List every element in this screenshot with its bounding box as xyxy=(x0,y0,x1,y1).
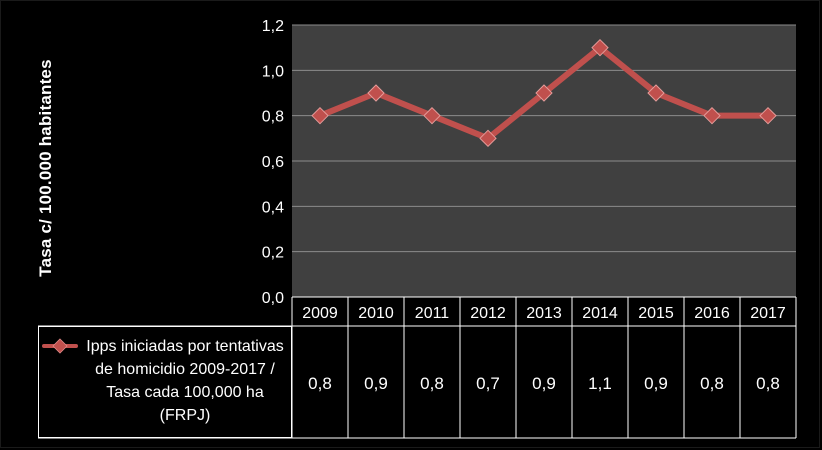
x-tick-label: 2015 xyxy=(638,305,674,322)
x-tick-label: 2011 xyxy=(415,305,450,322)
y-tick-label: 1,0 xyxy=(262,63,284,80)
data-point xyxy=(591,38,609,57)
data-point xyxy=(535,84,553,102)
y-tick-label: 0,0 xyxy=(262,290,284,307)
y-tick-label: 0,6 xyxy=(262,154,284,171)
legend-marker-icon xyxy=(42,338,78,354)
x-tick-label: 2017 xyxy=(750,305,786,322)
x-tick-label: 2012 xyxy=(470,305,506,322)
y-tick-label: 0,2 xyxy=(262,245,284,262)
data-table-value: 0,9 xyxy=(644,374,668,393)
data-table-value: 0,8 xyxy=(700,374,724,393)
y-tick-label: 0,8 xyxy=(262,109,284,126)
y-tick-label: 0,4 xyxy=(262,199,284,216)
data-table-value: 0,9 xyxy=(532,374,556,393)
data-point xyxy=(423,106,441,125)
data-table-values: 0,8 0,9 0,8 0,7 0,9 1,1 0,9 0,8 0,8 xyxy=(308,374,780,393)
x-tick-label: 2014 xyxy=(582,305,618,322)
x-ticks: 2009 2010 2011 2012 2013 2014 2015 2016 2017 xyxy=(302,305,786,322)
y-tick-label: 1,2 xyxy=(262,18,284,35)
data-point xyxy=(367,84,385,102)
data-table-value: 0,9 xyxy=(364,374,388,393)
data-point xyxy=(479,129,497,148)
gridlines xyxy=(292,24,796,253)
data-table-value: 0,8 xyxy=(420,374,444,393)
data-table-value: 1,1 xyxy=(588,374,612,393)
data-table-value: 0,7 xyxy=(476,374,500,393)
data-point xyxy=(759,106,777,125)
y-ticks: 0,0 0,2 0,4 0,6 0,8 1,0 1,2 xyxy=(262,18,284,307)
x-tick-label: 2013 xyxy=(526,305,562,322)
data-point xyxy=(703,106,721,125)
x-tick-label: 2010 xyxy=(358,305,394,322)
x-tick-label: 2016 xyxy=(694,305,730,322)
data-point xyxy=(311,106,329,125)
legend-series-name: Ipps iniciadas por tentativas de homicid… xyxy=(86,338,284,424)
data-point xyxy=(647,84,665,102)
data-table-value: 0,8 xyxy=(756,374,780,393)
legend-cell xyxy=(38,326,292,438)
x-tick-label: 2009 xyxy=(302,305,338,322)
data-table-value: 0,8 xyxy=(308,374,332,393)
data-points xyxy=(311,38,777,148)
